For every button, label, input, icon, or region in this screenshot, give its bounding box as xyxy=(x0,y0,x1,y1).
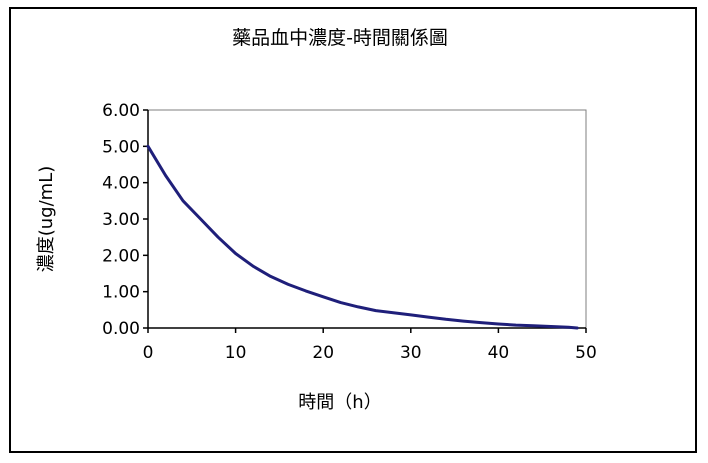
y-tick-label: 6.00 xyxy=(102,101,140,121)
x-tick-label: 0 xyxy=(143,343,154,363)
y-tick-label: 2.00 xyxy=(102,246,140,266)
chart-title: 藥品血中濃度-時間關係圖 xyxy=(232,27,448,49)
x-tick-label: 10 xyxy=(225,343,247,363)
y-tick-label: 4.00 xyxy=(102,174,140,194)
y-tick-label: 1.00 xyxy=(102,283,140,303)
y-tick-label: 3.00 xyxy=(102,210,140,230)
x-tick-label: 40 xyxy=(488,343,510,363)
series-line-0 xyxy=(146,144,579,330)
y-axis-label: 濃度(ug/mL) xyxy=(36,166,57,273)
y-axis: 0.00 1.00 2.00 3.00 4.00 5.00 6.00 xyxy=(102,101,149,339)
x-tick-label: 50 xyxy=(575,343,597,363)
y-tick-label: 0.00 xyxy=(102,319,140,339)
plot-area xyxy=(147,109,587,329)
y-tick-label: 5.00 xyxy=(102,137,140,157)
x-tick-label: 20 xyxy=(312,343,334,363)
x-tick-label: 30 xyxy=(400,343,422,363)
x-axis-label: 時間（h） xyxy=(298,392,381,413)
x-axis: 0 10 20 30 40 50 xyxy=(143,327,597,363)
series-layer xyxy=(146,144,579,330)
